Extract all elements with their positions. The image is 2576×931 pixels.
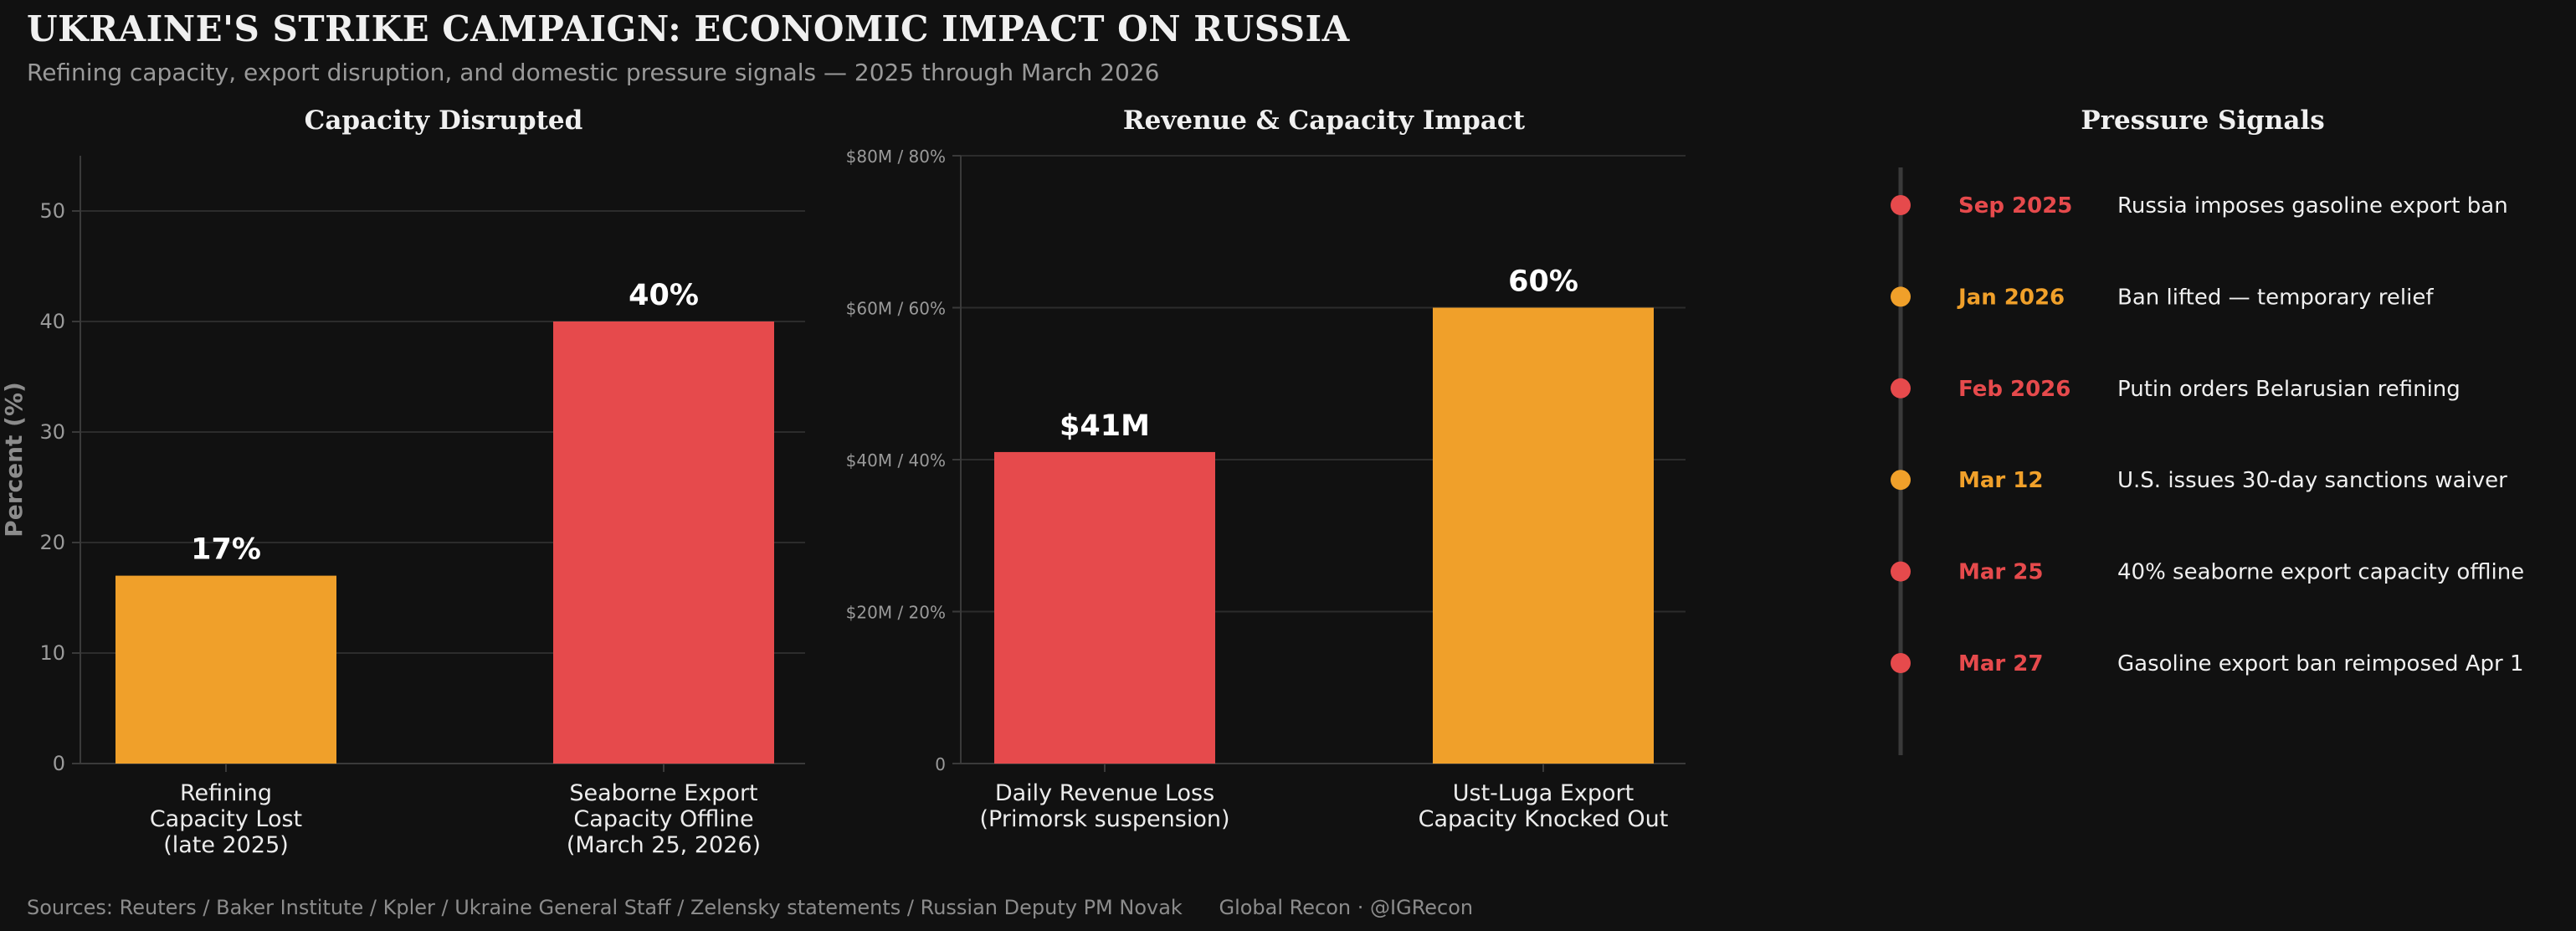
chart-0-ytick-label: 30: [39, 420, 65, 444]
timeline-event-text: Ban lifted — temporary relief: [2117, 285, 2434, 310]
timeline-title: Pressure Signals: [2081, 105, 2324, 136]
chart-0-category-label: Capacity Offline: [573, 806, 753, 832]
chart-1-ytick-label: 0: [935, 754, 946, 774]
chart-0-title: Capacity Disrupted: [305, 105, 583, 136]
chart-1-title: Revenue & Capacity Impact: [1123, 105, 1526, 136]
timeline-event-text: Russia imposes gasoline export ban: [2117, 193, 2508, 219]
timeline-dot: [1891, 653, 1911, 673]
chart-0-bar-1: [553, 321, 774, 764]
chart-0-data-label-1: 40%: [629, 279, 699, 312]
footer-credit: Global Recon · @IGRecon: [1219, 896, 1474, 919]
timeline-date: Jan 2026: [1957, 285, 2065, 310]
timeline-date: Mar 27: [1958, 651, 2043, 676]
chart-1-category-label: Ust-Luga Export: [1453, 780, 1634, 806]
chart-0-bar-0: [115, 575, 336, 764]
chart-0-ytick-label: 20: [39, 531, 65, 554]
chart-1-bar-1: [1433, 307, 1654, 764]
chart-0-ylabel: Percent (%): [0, 382, 28, 538]
chart-1-category-label: (Primorsk suspension): [980, 806, 1230, 832]
footer-sources: Sources: Reuters / Baker Institute / Kpl…: [27, 896, 1183, 919]
timeline-event-text: Gasoline export ban reimposed Apr 1: [2117, 651, 2524, 676]
chart-0-category-label: Seaborne Export: [569, 780, 757, 806]
chart-0-category-label: Capacity Lost: [150, 806, 302, 832]
chart-0-category-label: (March 25, 2026): [567, 832, 761, 858]
page-subtitle: Refining capacity, export disruption, an…: [27, 59, 1160, 86]
chart-1-data-label-1: 60%: [1508, 265, 1578, 299]
timeline-event-text: U.S. issues 30-day sanctions waiver: [2117, 468, 2507, 493]
chart-1-ytick-label: $60M / 60%: [846, 299, 946, 319]
chart-1-data-label-0: $41M: [1060, 409, 1150, 443]
chart-1-ytick-label: $40M / 40%: [846, 450, 946, 471]
timeline-dot: [1891, 470, 1911, 491]
timeline-event-text: Putin orders Belarusian refining: [2117, 377, 2461, 402]
chart-1-bar-0: [994, 451, 1215, 764]
chart-1-ytick-label: $20M / 20%: [846, 603, 946, 623]
chart-1-category-label: Capacity Knocked Out: [1419, 806, 1669, 832]
chart-0-ytick-label: 0: [53, 752, 65, 775]
timeline-date: Feb 2026: [1958, 377, 2071, 402]
timeline-dot: [1891, 378, 1911, 399]
footer: Sources: Reuters / Baker Institute / Kpl…: [27, 896, 1473, 919]
timeline-dot: [1891, 286, 1911, 307]
timeline-event-text: 40% seaborne export capacity offline: [2117, 560, 2524, 585]
timeline-dot: [1891, 195, 1911, 215]
chart-0-ytick-label: 50: [39, 199, 65, 223]
chart-0-data-label-0: 17%: [191, 533, 261, 567]
timeline-dot: [1891, 561, 1911, 582]
chart-0-category-label: Refining: [180, 780, 272, 806]
chart-0-category-label: (late 2025): [163, 832, 289, 858]
chart-0-ytick-label: 40: [39, 310, 65, 333]
chart-1-ytick-label: $80M / 80%: [846, 147, 946, 167]
page-title: UKRAINE'S STRIKE CAMPAIGN: ECONOMIC IMPA…: [27, 8, 1350, 49]
chart-1-category-label: Daily Revenue Loss: [995, 780, 1214, 806]
chart-0-ytick-label: 10: [39, 641, 65, 665]
timeline-date: Mar 12: [1958, 468, 2043, 493]
timeline-date: Mar 25: [1958, 560, 2043, 585]
timeline-date: Sep 2025: [1958, 193, 2072, 219]
